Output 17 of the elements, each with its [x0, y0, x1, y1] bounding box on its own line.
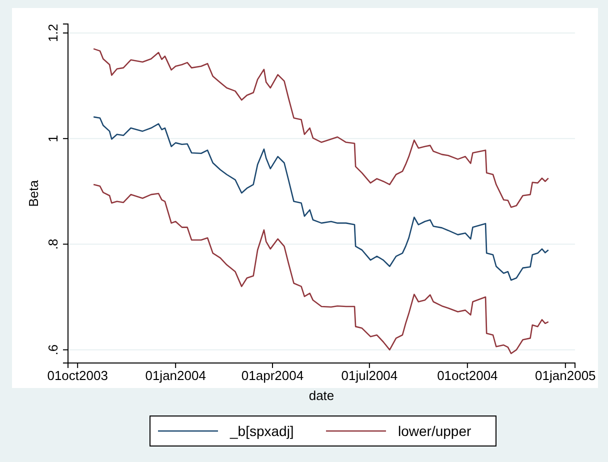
line-series [92, 48, 550, 208]
y-tick-label: .8 [45, 238, 60, 250]
x-tick-label: 01jan2004 [145, 368, 206, 384]
y-tick-label: 1 [45, 134, 60, 142]
x-axis-title: date [308, 388, 334, 403]
x-tick-label: 01apr2004 [241, 368, 304, 384]
x-tick-label: 01jan2005 [535, 368, 596, 384]
legend-label: _b[spxadj] [229, 423, 294, 439]
x-tick-label: 01oct2004 [437, 368, 498, 384]
y-tick-label: .6 [45, 344, 60, 356]
y-axis-title: Beta [26, 179, 41, 207]
legend-label: lower/upper [398, 423, 472, 439]
x-tick-label: 01oct2003 [47, 368, 108, 384]
y-tick-label: 1.2 [45, 24, 60, 42]
line-series [92, 116, 550, 281]
line-series [92, 184, 550, 354]
x-tick-label: 01jul2004 [341, 368, 398, 384]
